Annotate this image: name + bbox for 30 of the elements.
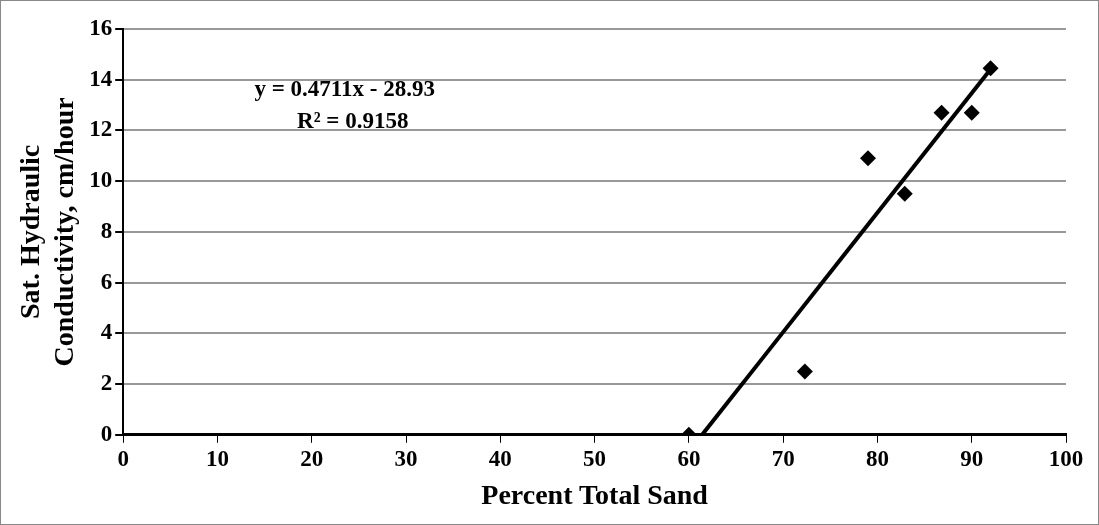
x-tick-label: 100: [1048, 445, 1084, 471]
point: [896, 185, 913, 202]
x-tick-label: 60: [677, 445, 701, 471]
point: [933, 104, 950, 121]
x-tick-label: 40: [488, 445, 512, 471]
x-tick-label: 0: [117, 445, 129, 471]
y-tick-label: 0: [100, 420, 113, 446]
x-tick-label: 20: [300, 445, 324, 471]
y-tick-label: 12: [89, 116, 113, 142]
y-tick-label: 2: [100, 370, 113, 396]
y-tick-label: 16: [89, 14, 113, 40]
annotation: R² = 0.9158: [297, 108, 409, 133]
y-tick-label: 6: [100, 268, 113, 294]
x-tick-label: 50: [583, 445, 607, 471]
point: [982, 60, 999, 77]
x-tick-label: 90: [960, 445, 984, 471]
annotation: y = 0.4711x - 28.93: [254, 76, 436, 101]
x-tick-label: 30: [394, 445, 418, 471]
y-tick-label: 10: [89, 167, 113, 193]
point: [963, 104, 980, 121]
x-tick-label: 10: [205, 445, 229, 471]
x-tick-label: 70: [771, 445, 795, 471]
y-tick-label: 14: [89, 65, 113, 91]
x-tick-label: 80: [865, 445, 889, 471]
y-tick-label: 4: [100, 319, 113, 345]
y-axis-title: Sat. Hydraulic Conductivity, cm/hour: [14, 97, 79, 367]
point: [796, 363, 813, 380]
point: [860, 150, 877, 167]
x-axis-title: Percent Total Sand: [481, 479, 709, 511]
y-tick-label: 8: [100, 217, 113, 243]
